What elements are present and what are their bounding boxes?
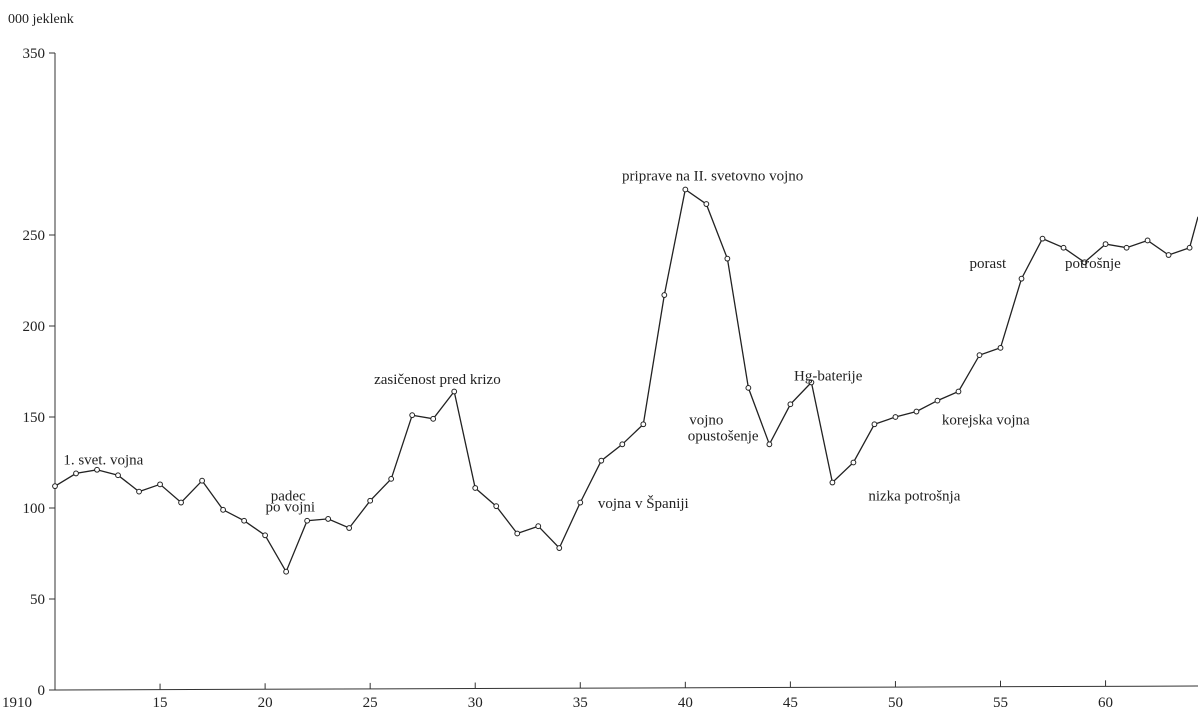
annotation-label: 1. svet. vojna <box>63 452 143 468</box>
data-point <box>997 344 1004 351</box>
data-point <box>850 459 857 466</box>
data-point <box>430 415 437 422</box>
data-point <box>577 499 584 506</box>
y-tick-label: 350 <box>23 46 46 62</box>
data-point <box>367 497 374 504</box>
data-point <box>451 388 458 395</box>
x-axis-line <box>54 685 1198 691</box>
data-point <box>1165 252 1172 258</box>
x-tick-label: 25 <box>363 695 378 711</box>
y-tick-label: 200 <box>23 319 46 335</box>
data-point <box>493 503 500 510</box>
data-point <box>682 186 689 193</box>
data-point <box>1102 241 1109 248</box>
data-point <box>157 481 163 488</box>
data-point <box>724 255 731 262</box>
data-point <box>262 532 269 539</box>
data-point <box>766 441 773 448</box>
data-point <box>535 523 542 530</box>
data-point <box>556 545 563 551</box>
annotation-label: potrošnje <box>1065 256 1121 272</box>
data-point <box>199 477 205 484</box>
data-point <box>1144 237 1151 244</box>
data-point <box>871 421 878 428</box>
data-point <box>913 408 920 415</box>
data-point <box>1039 235 1046 242</box>
x-tick-label: 55 <box>993 695 1008 711</box>
y-tick-label: 150 <box>23 410 46 426</box>
data-point <box>241 517 247 524</box>
data-point <box>409 412 416 419</box>
data-point <box>892 414 899 420</box>
data-point <box>388 475 395 482</box>
data-point <box>1123 244 1130 251</box>
y-tick-label: 0 <box>38 683 46 699</box>
annotation-label: opustošenje <box>688 429 759 445</box>
y-axis-label: 000 jeklenk <box>8 12 74 27</box>
series-group <box>52 186 1198 575</box>
data-point <box>325 516 332 522</box>
series-line <box>54 188 1198 574</box>
data-point <box>1081 259 1088 266</box>
data-point <box>346 525 353 531</box>
x-tick-label: 50 <box>888 695 903 711</box>
data-point <box>1060 244 1067 251</box>
data-point <box>1186 244 1193 251</box>
data-point <box>640 421 647 428</box>
data-point <box>472 485 479 491</box>
axes <box>54 53 1198 691</box>
annotation-label: padec <box>271 489 306 505</box>
data-point <box>1018 275 1025 282</box>
annotation-label: priprave na II. svetovno vojno <box>622 168 803 184</box>
data-point <box>787 401 794 408</box>
data-point <box>304 517 311 524</box>
y-tick-label: 100 <box>23 501 46 517</box>
data-point <box>220 506 226 513</box>
data-point <box>829 479 836 486</box>
x-tick-label: 15 <box>153 695 168 711</box>
x-ticks: 1910 15 20 25 30 35 40 45 50 55 60 <box>2 680 1113 711</box>
data-point <box>283 568 290 575</box>
data-point <box>73 470 79 477</box>
data-point <box>934 397 941 404</box>
x-tick-label: 45 <box>783 695 798 711</box>
data-point <box>598 457 605 464</box>
data-point <box>619 441 626 448</box>
annotation-label: vojna v Španiji <box>598 495 689 512</box>
annotation-label: porast <box>970 256 1007 272</box>
data-point <box>94 466 100 473</box>
annotation-label: Hg-baterije <box>794 369 863 385</box>
y-ticks: 0 50 100 150 200 250 350 <box>23 46 55 699</box>
data-point <box>745 384 752 391</box>
x-tick-label: 40 <box>678 695 693 711</box>
data-point <box>52 483 58 490</box>
annotation-label: zasičenost pred krizo <box>374 372 501 388</box>
y-tick-label: 50 <box>30 592 45 608</box>
data-point <box>136 488 142 495</box>
data-point <box>514 530 521 537</box>
data-point <box>976 352 983 359</box>
x-tick-label: 60 <box>1098 695 1113 711</box>
data-point <box>808 379 815 386</box>
x-tick-label: 1910 <box>2 695 32 711</box>
annotation-label: vojno <box>689 412 723 428</box>
x-tick-label: 20 <box>258 695 273 711</box>
x-tick-label: 35 <box>573 695 588 711</box>
data-point <box>661 292 668 298</box>
annotation-label: nizka potrošnja <box>868 489 960 505</box>
data-point <box>115 472 121 479</box>
x-tick-label: 30 <box>468 695 483 711</box>
y-tick-label: 250 <box>23 228 46 244</box>
annotation-label: korejska vojna <box>942 412 1030 428</box>
annotation-label: po vojni <box>266 500 316 516</box>
data-point <box>178 499 184 506</box>
data-point <box>955 388 962 395</box>
data-point <box>703 201 710 207</box>
